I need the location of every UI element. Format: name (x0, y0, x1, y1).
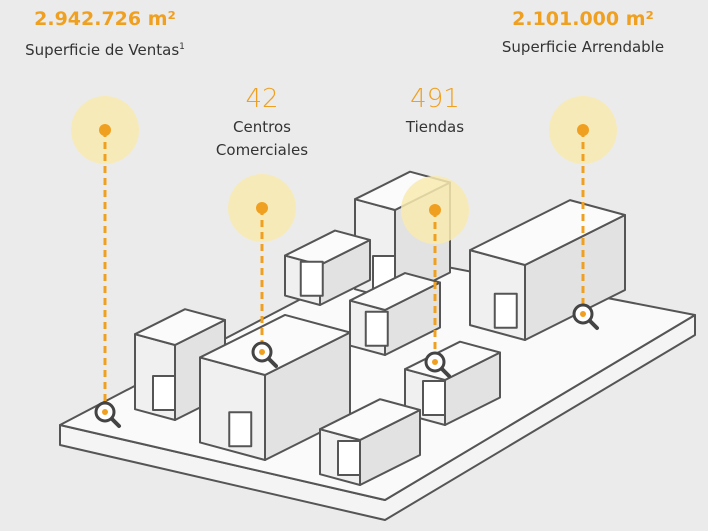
stat: 42 Centros Comerciales (207, 84, 317, 162)
door (152, 375, 176, 411)
label-text: Superficie de Ventas (25, 41, 180, 59)
stat-value: 2.101.000 m² (512, 8, 654, 30)
magnifier-dot (102, 409, 108, 415)
stat-value: 42 (245, 84, 279, 114)
building-roof (319, 398, 421, 441)
stat-value: 491 (410, 84, 460, 114)
stat: 2.101.000 m² Superficie Arrendable (468, 8, 698, 59)
magnifier-dot (432, 359, 438, 365)
stat-value: 2.942.726 m² (34, 8, 176, 30)
dot (99, 124, 111, 136)
dot (577, 124, 589, 136)
door (337, 440, 361, 476)
door (422, 380, 446, 416)
magnifier-dot (580, 311, 586, 317)
building-roof (199, 313, 351, 376)
dot (256, 202, 268, 214)
stat: 2.942.726 m² Superficie de Ventas1 (0, 8, 210, 62)
building-roof (349, 272, 441, 311)
stat-label: Centros Comerciales (215, 118, 309, 159)
door (299, 260, 324, 297)
footnote: 1 (179, 42, 185, 52)
building-roof (134, 308, 226, 346)
dot (429, 204, 441, 216)
magnifier-dot (259, 349, 265, 355)
stat-label: Tiendas (405, 118, 465, 136)
building-roof (284, 229, 371, 266)
stat: 491 Tiendas (380, 84, 490, 139)
door (493, 292, 518, 329)
stat-label: Superficie de Ventas1 (0, 36, 210, 62)
stat-label: Superficie Arrendable (501, 38, 665, 56)
door (364, 310, 389, 347)
building-roof (469, 199, 626, 266)
door (228, 411, 253, 448)
